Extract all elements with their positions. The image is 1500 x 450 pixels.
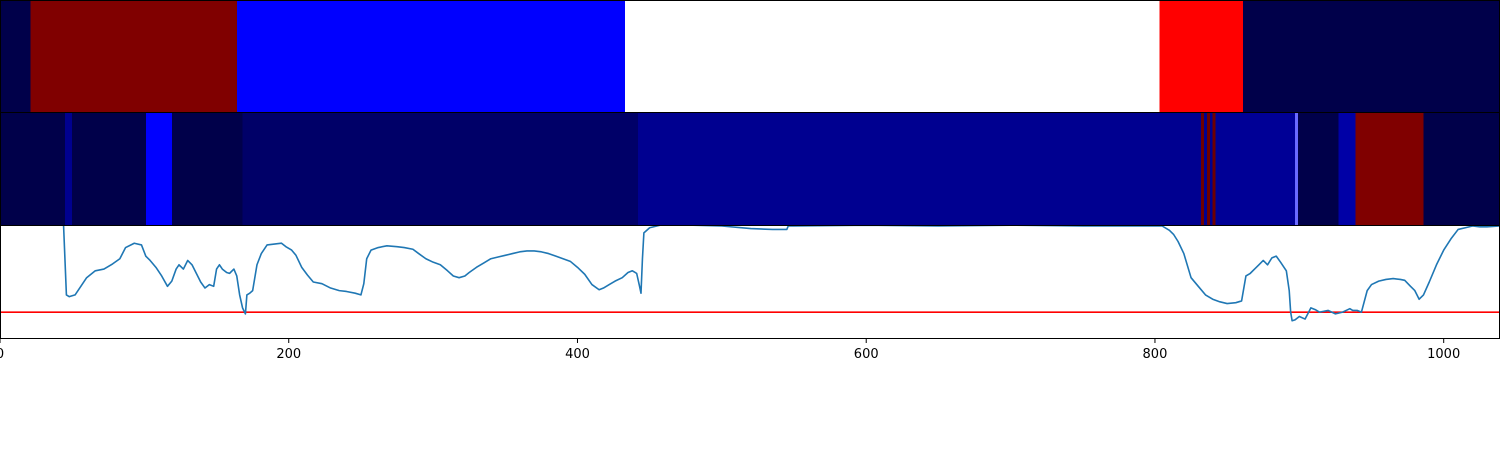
heatmap-top-segment-0 bbox=[0, 0, 31, 113]
heatmap-middle-segment-3 bbox=[145, 113, 172, 226]
heatmap-middle-segment-0 bbox=[0, 113, 65, 226]
heatmap-middle-segment-4 bbox=[171, 113, 243, 226]
heatmap-panel-top bbox=[0, 0, 1500, 113]
line-panel bbox=[0, 225, 1500, 322]
heatmap-middle-segment-16 bbox=[1355, 113, 1424, 226]
heatmap-middle-segment-11 bbox=[1212, 113, 1216, 226]
heatmap-middle-segment-10 bbox=[1209, 113, 1213, 226]
heatmap-middle-segment-5 bbox=[242, 113, 639, 226]
heatmap-middle-segment-17 bbox=[1423, 113, 1500, 226]
series-line-0 bbox=[0, 225, 1500, 322]
x-tick-label-1000: 1000 bbox=[1427, 347, 1460, 362]
heatmap-top-segment-5 bbox=[1243, 0, 1500, 113]
heatmap-middle-segment-8 bbox=[1204, 113, 1207, 226]
heatmap-middle-segment-12 bbox=[1215, 113, 1295, 226]
heatmap-middle-segment-14 bbox=[1297, 113, 1339, 226]
heatmap-middle-segment-2 bbox=[72, 113, 146, 226]
line-panel-frame bbox=[0, 225, 1500, 339]
heatmap-top-segment-4 bbox=[1159, 0, 1244, 113]
heatmap-panel-middle bbox=[0, 113, 1500, 226]
heatmap-middle-segment-9 bbox=[1206, 113, 1210, 226]
heatmap-middle-segment-7 bbox=[1201, 113, 1205, 226]
heatmap-top-segment-3 bbox=[625, 0, 1160, 113]
x-axis: 0 200 400 600 800 1000 bbox=[0, 339, 1460, 362]
heatmap-middle-segment-6 bbox=[638, 113, 1202, 226]
x-tick-label-0: 0 bbox=[0, 347, 4, 362]
x-tick-label-800: 800 bbox=[1143, 347, 1168, 362]
x-tick-label-400: 400 bbox=[565, 347, 590, 362]
heatmap-middle-segment-15 bbox=[1338, 113, 1356, 226]
heatmap-middle-segment-1 bbox=[64, 113, 73, 226]
heatmap-middle-segment-13 bbox=[1294, 113, 1298, 226]
x-tick-label-600: 600 bbox=[854, 347, 879, 362]
heatmap-top-segment-2 bbox=[236, 0, 626, 113]
x-tick-label-200: 200 bbox=[276, 347, 301, 362]
heatmap-top-segment-1 bbox=[30, 0, 237, 113]
